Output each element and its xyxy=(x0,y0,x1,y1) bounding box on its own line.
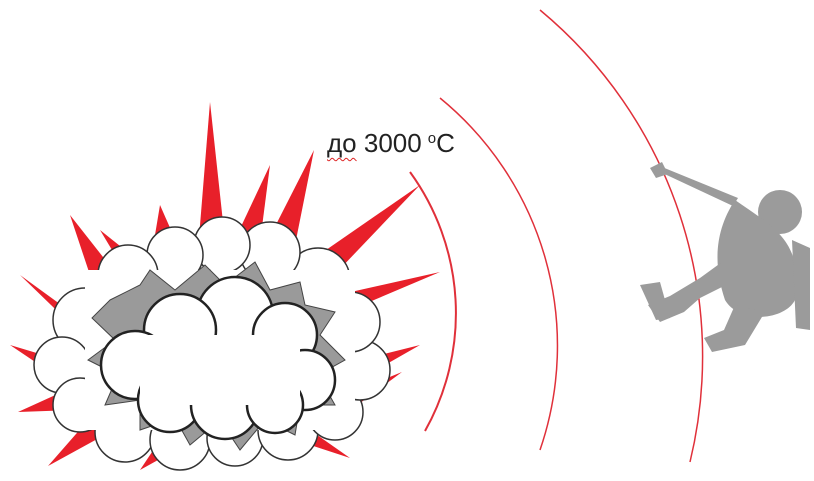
temperature-unit: C xyxy=(436,128,455,158)
shock-wave-middle xyxy=(439,97,559,451)
degree-mark: o xyxy=(427,130,437,147)
temperature-label: до 3000 oC xyxy=(327,128,455,159)
falling-person-icon xyxy=(640,162,810,352)
inner-cloud xyxy=(99,275,337,441)
temperature-value: 3000 xyxy=(363,128,422,158)
explosion-icon xyxy=(10,102,440,471)
shock-wave-outer xyxy=(539,9,704,463)
shock-wave-icon xyxy=(409,9,704,463)
shock-wave-inner xyxy=(409,171,457,432)
temperature-prefix: до xyxy=(327,128,357,158)
